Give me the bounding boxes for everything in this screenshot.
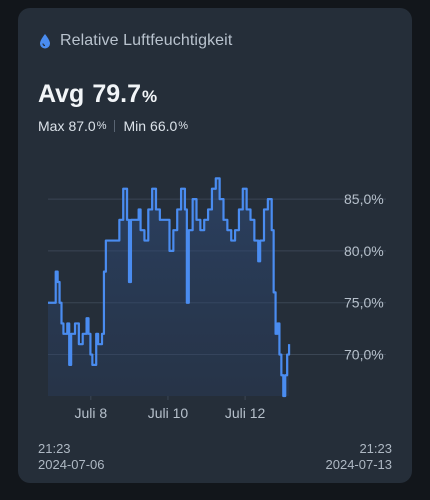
y-tick-label: 70,0% [344,347,384,363]
max-value: 87.0 [68,118,96,134]
start-date: 2024-07-06 [38,457,105,472]
card-title: Relative Luftfeuchtigkeit [60,32,233,49]
y-tick-label: 75,0% [344,295,384,311]
water-drop-icon [40,34,50,49]
x-tick-label: Juli 12 [225,405,266,421]
stats-divider [114,120,116,132]
min-unit: % [178,120,189,132]
area-layer [48,178,290,396]
min-value: 66.0 [150,118,178,134]
card-header: Relative Luftfeuchtigkeit [38,32,232,50]
avg-label: Avg [38,80,85,108]
y-tick-label: 85,0% [344,191,384,207]
y-tick-label: 80,0% [344,243,384,259]
max-unit: % [96,120,107,132]
series-line [48,177,291,398]
range-end: 21:23 2024-07-13 [326,441,393,473]
max-label: Max [38,118,65,134]
start-time: 21:23 [38,441,71,456]
x-tick-label: Juli 10 [148,405,189,421]
series-area [48,178,290,396]
avg-unit: % [141,87,158,106]
min-label: Min [123,118,147,134]
x-tick-label: Juli 8 [74,405,107,421]
average-display: Avg 79.7 % [38,80,157,109]
range-start: 21:23 2024-07-06 [38,441,105,473]
series-line-layer [48,177,291,398]
humidity-chart[interactable]: 70,0% 75,0% 80,0% 85,0% Juli 8 Juli 10 Juli 1… [18,158,412,438]
y-axis-labels: 70,0% 75,0% 80,0% 85,0% [344,191,384,362]
x-axis-labels: Juli 8 Juli 10 Juli 12 [74,396,266,421]
end-time: 21:23 [359,441,392,456]
end-date: 2024-07-13 [325,457,393,472]
humidity-card[interactable]: Relative Luftfeuchtigkeit Avg 79.7 % Max… [18,8,412,483]
min-max-stats: Max 87.0 % Min 66.0 % [38,118,188,134]
avg-value: 79.7 [92,80,141,108]
